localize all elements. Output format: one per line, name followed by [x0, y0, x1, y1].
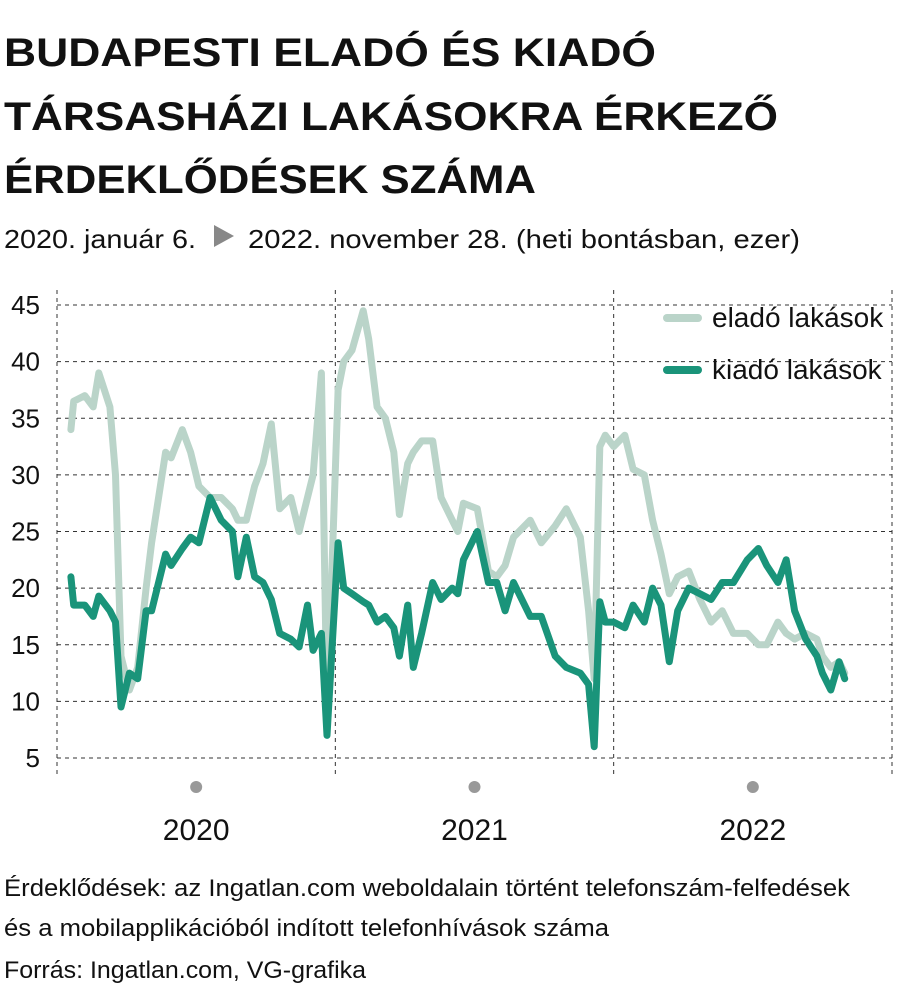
note: és a mobilapplikációból indított telefon…	[4, 915, 610, 942]
y-tick-label: 35	[11, 403, 40, 433]
x-tick-label: 2022	[719, 814, 786, 847]
y-tick-label: 5	[26, 743, 40, 773]
note: Érdeklődések: az Ingatlan.com weboldalai…	[4, 875, 851, 902]
y-tick-label: 10	[11, 686, 40, 716]
arrow-icon	[214, 225, 234, 247]
y-tick-label: 40	[11, 347, 40, 377]
subtitle: 2020. január 6.	[4, 224, 196, 254]
x-tick-mark	[746, 781, 759, 793]
legend-label: eladó lakások	[712, 302, 884, 333]
x-tick-mark	[190, 781, 203, 793]
chart-title: ÉRDEKLŐDÉSEK SZÁMA	[4, 156, 536, 202]
y-tick-label: 30	[11, 460, 40, 490]
note: Forrás: Ingatlan.com, VG-grafika	[4, 957, 367, 984]
chart-title: TÁRSASHÁZI LAKÁSOKRA ÉRKEZŐ	[4, 93, 778, 139]
y-tick-label: 15	[11, 630, 40, 660]
y-tick-label: 25	[11, 517, 40, 547]
series-line	[67, 307, 849, 717]
y-tick-label: 45	[11, 290, 40, 320]
x-tick-mark	[468, 781, 481, 793]
series-line	[67, 494, 849, 751]
chart-title: BUDAPESTI ELADÓ ÉS KIADÓ	[4, 29, 656, 75]
legend-label: kiadó lakások	[712, 354, 883, 385]
x-tick-label: 2021	[441, 814, 508, 847]
y-tick-label: 20	[11, 573, 40, 603]
subtitle: 2022. november 28. (heti bontásban, ezer…	[248, 224, 800, 254]
x-tick-label: 2020	[163, 814, 230, 847]
